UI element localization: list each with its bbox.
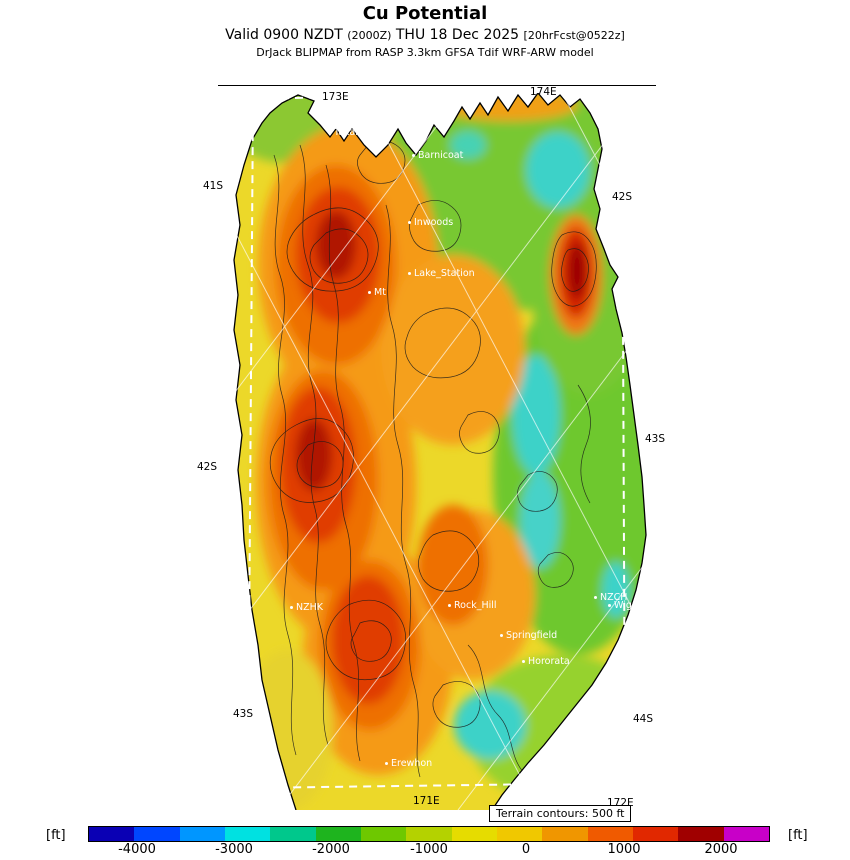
station-erewhon: Erewhon [385,758,432,769]
model-line: DrJack BLIPMAP from RASP 3.3km GFSA Tdif… [256,46,594,59]
colorbar-tick: 2000 [704,842,738,857]
station-nzch: NZCH [594,592,627,603]
colorbar-segment [632,827,679,841]
station-hororata: Hororata [522,656,570,667]
station-label: Takaka [334,127,367,138]
colorbar-tick: 0 [521,842,531,857]
station-marker-dot [522,660,525,663]
station-lake-station: Lake_Station [408,268,475,279]
station-marker-dot [290,606,293,609]
page-title: Cu Potential [362,3,488,24]
valid-date: THU 18 Dec 2025 [395,27,520,43]
station-marker-dot [594,596,597,599]
station-marker-dot [500,634,503,637]
station-wigram: Wigram [608,600,651,611]
station-takaka: Takaka [328,127,366,138]
colorbar-segment [406,827,452,841]
station-marker-dot [448,604,451,607]
colorbar [88,826,770,842]
lon-label-171e: 171E [413,795,440,807]
station-nzhk: NZHK [290,602,323,613]
colorbar-segment [587,827,633,841]
station-marker-dot [328,131,331,134]
station-barnicoat: Barnicoat [412,150,463,161]
lat-label-44s: 44S [633,713,654,725]
colorbar-tick: -2000 [312,842,350,857]
station-label: Springfield [506,630,558,641]
station-springfield: Springfield [500,630,557,641]
lat-label-42s-w: 42S [197,461,218,473]
lat-label-41s: 41S [203,180,224,192]
lat-label-43s-e: 43S [645,433,666,445]
colorbar-segment [224,827,271,841]
station-inwoods: Inwoods [408,217,453,228]
station-marker-dot [608,604,611,607]
station-label: Hororata [528,656,570,667]
lat-label-42s-e: 42S [612,191,633,203]
valid-time-line: Valid 0900 NZDT (2000Z) THU 18 Dec 2025 … [0,27,850,43]
station-label: NZHK [296,602,323,613]
station-label: NZCH [600,592,628,603]
coastline [233,91,647,810]
station-label: Lake_Station [414,268,475,279]
colorbar-tick: -4000 [118,842,156,857]
colorbar-unit-left: [ft] [46,828,66,843]
colorbar-segment [451,827,497,841]
colorbar-segment [315,827,361,841]
lon-label-173e: 173E [322,91,349,103]
station-label: Rock_Hill [454,600,497,611]
graticule-lines [218,85,656,810]
forecast-tag: [20hrFcst@0522z] [523,29,625,42]
colorbar-segment [89,827,135,841]
lat-label-43s-w: 43S [233,708,254,720]
land-fill [234,93,646,810]
station-nzas: NZAS [558,738,590,749]
station-label: Erewhon [391,758,433,769]
colorbar-segment [496,827,543,841]
domain-dashed-boundary [246,88,627,790]
colorbar-segment [360,827,407,841]
forecast-map: 173E 174E 41S 42S 42S 43S 43S 44S 171E 1… [197,85,665,810]
station-label: Inwoods [414,217,454,228]
station-marker-dot [412,154,415,157]
colorbar-tick: -1000 [410,842,448,857]
station-mt: Mt [368,287,386,298]
colorbar-segment [723,827,769,841]
colorbar-segment [270,827,316,841]
station-marker-dot [385,762,388,765]
valid-zulu: (2000Z) [347,29,392,42]
colorbar-tick: -3000 [215,842,253,857]
station-marker-dot [408,221,411,224]
station-label: NZAS [564,738,591,749]
station-label: Wigram [614,600,651,611]
station-label: Mt [374,287,386,298]
colorbar-tick: 1000 [607,842,641,857]
station-rock-hill: Rock_Hill [448,600,497,611]
colorbar-segment [542,827,588,841]
lon-label-174e: 174E [530,86,557,98]
station-marker-dot [558,742,561,745]
valid-prefix: Valid 0900 NZDT [225,27,343,43]
station-marker-dot [368,291,371,294]
colorbar-segments [89,827,769,841]
colorbar-segment [134,827,180,841]
station-marker-dot [408,272,411,275]
station-label: Barnicoat [418,150,464,161]
terrain-contours-note: Terrain contours: 500 ft [489,805,632,822]
map-svg [218,85,656,810]
contour-lines [269,140,597,778]
colorbar-segment [179,827,225,841]
colorbar-unit-right: [ft] [788,828,808,843]
colorbar-segment [678,827,724,841]
